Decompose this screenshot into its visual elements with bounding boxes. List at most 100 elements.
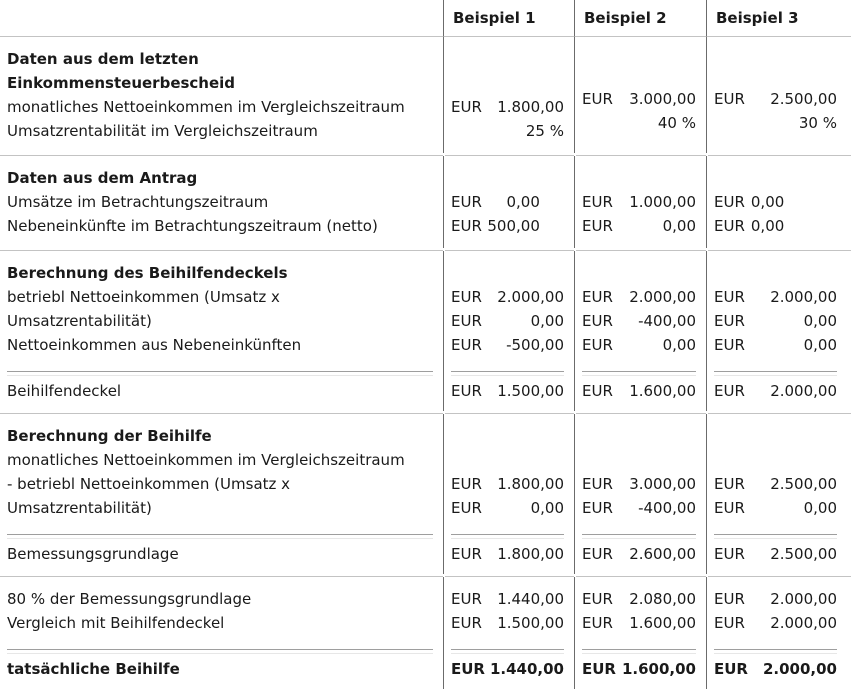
section-separator (576, 411, 706, 414)
amount: -400,00 (638, 312, 696, 330)
sum-line (451, 371, 564, 376)
value-cell-s5-beispiel-3: EUR 2.000,00 EUR 2.000,00 EUR 2.000,00 (706, 577, 851, 689)
row-label: Vergleich mit Beihilfendeckel (7, 614, 225, 632)
value-line: EUR 2.000,00 (582, 285, 696, 309)
amount: 25 % (525, 122, 564, 140)
header-cell-beispiel-3: Beispiel 3 (706, 0, 851, 37)
amount: -500,00 (506, 336, 564, 354)
sum-line (7, 371, 433, 376)
value-line: EUR 1.000,00 (582, 190, 696, 214)
currency-label: EUR (582, 217, 613, 235)
value-line: EUR 0,00 (451, 496, 564, 520)
spacer-line (582, 424, 696, 448)
section-heading: Daten aus dem Antrag (7, 169, 198, 187)
value-line: EUR 1.800,00 (451, 95, 564, 119)
header-cell-empty (0, 0, 443, 37)
row-label: Umsatzrentabilität) (7, 499, 152, 517)
value-line: EUR 2.000,00 (451, 285, 564, 309)
amount: 0,00 (750, 217, 785, 235)
currency-label: EUR (451, 475, 482, 493)
currency-label: EUR (451, 590, 482, 608)
currency-label: EUR (451, 193, 482, 211)
currency-label: EUR (451, 545, 482, 563)
currency-label: EUR (451, 217, 482, 235)
currency-label: EUR (582, 499, 613, 517)
row-label: Nebeneinkünfte im Betrachtungszeitraum (… (7, 217, 378, 235)
currency-label: EUR (714, 288, 745, 306)
spacer-line (714, 166, 837, 190)
value-line: EUR 0,00 (714, 496, 837, 520)
section-heading: Berechnung der Beihilfe (7, 427, 212, 445)
row-label: betriebl Nettoeinkommen (Umsatz x (7, 288, 280, 306)
section-separator (445, 574, 574, 577)
value-line: EUR 1.800,00 (451, 472, 564, 496)
section-separator (576, 574, 706, 577)
value-line: EUR 0,00 (582, 333, 696, 357)
value-line: EUR -400,00 (582, 309, 696, 333)
amount: 2.000,00 (770, 614, 837, 632)
currency-label: EUR (582, 90, 613, 108)
amount: 1.500,00 (497, 382, 564, 400)
spacer-line (451, 424, 564, 448)
currency-label: EUR (582, 312, 613, 330)
value-line: EUR 1.600,00 (582, 657, 696, 681)
row-label: monatliches Nettoeinkommen im Vergleichs… (7, 98, 405, 116)
currency-label: EUR (714, 614, 745, 632)
value-line: EUR -500,00 (451, 333, 564, 357)
amount: 1.600,00 (629, 382, 696, 400)
currency-label: EUR (714, 590, 745, 608)
currency-label: EUR (451, 499, 482, 517)
row-label: Nettoeinkommen aus Nebeneinkünften (7, 336, 302, 354)
amount: 0,00 (803, 336, 837, 354)
currency-label: EUR (451, 98, 482, 116)
value-line: EUR 0,00 (582, 214, 696, 238)
section-separator (708, 248, 851, 251)
value-line: EUR 2.000,00 (714, 657, 837, 681)
currency-label: EUR (582, 336, 613, 354)
currency-label: EUR (451, 288, 482, 306)
row-label: Bemessungsgrundlage (7, 545, 179, 563)
label-cell-beihilfendeckel: Berechnung des Beihilfendeckels betriebl… (0, 251, 443, 411)
label-cell-antrag: Daten aus dem Antrag Umsätze im Betracht… (0, 156, 443, 248)
value-line: EUR 3.000,00 (582, 87, 696, 111)
amount: 2.000,00 (629, 288, 696, 306)
value-cell-s5-beispiel-2: EUR 2.080,00 EUR 1.600,00 EUR 1.600,00 (574, 577, 706, 689)
value-cell-s1-beispiel-3: EUR 2.500,00 30 % (706, 37, 851, 153)
section-heading: Einkommensteuerbescheid (7, 74, 236, 92)
value-line: EUR 2.000,00 (714, 285, 837, 309)
label-cell-steuerbescheid: Daten aus dem letzten Einkommensteuerbes… (0, 37, 443, 153)
section-separator (0, 574, 443, 577)
value-line: EUR 1.600,00 (582, 379, 696, 403)
header-cell-beispiel-2: Beispiel 2 (574, 0, 706, 37)
spacer-line (451, 448, 564, 472)
value-cell-s3-beispiel-3: EUR 2.000,00 EUR 0,00 EUR 0,00 EUR 2.000,00 (706, 251, 851, 411)
spacer-line (451, 261, 564, 285)
amount: 1.800,00 (497, 545, 564, 563)
value-line: EUR 1.800,00 (451, 542, 564, 566)
amount: 2.000,00 (497, 288, 564, 306)
amount: 2.000,00 (770, 288, 837, 306)
row-label: Beihilfendeckel (7, 382, 122, 400)
header-cell-beispiel-1: Beispiel 1 (443, 0, 574, 37)
section-separator (576, 153, 706, 156)
currency-label: EUR (714, 193, 745, 211)
section-separator (445, 411, 574, 414)
value-line: EUR 2.000,00 (714, 587, 837, 611)
amount: 0,00 (530, 312, 564, 330)
amount: 2.500,00 (770, 90, 837, 108)
label-cell-beihilfe: Berechnung der Beihilfe monatliches Nett… (0, 414, 443, 574)
spacer-line (714, 261, 837, 285)
section-heading: Berechnung des Beihilfendeckels (7, 264, 288, 282)
amount: 1.000,00 (629, 193, 696, 211)
value-line: EUR 500,00 (451, 214, 564, 238)
value-cell-s4-beispiel-3: EUR 2.500,00 EUR 0,00 EUR 2.500,00 (706, 414, 851, 574)
section-heading: Daten aus dem letzten (7, 50, 199, 68)
sum-line (714, 371, 837, 376)
value-line: 30 % (714, 111, 837, 135)
value-line: EUR 1.600,00 (582, 611, 696, 635)
currency-label: EUR (582, 288, 613, 306)
currency-label: EUR (451, 382, 482, 400)
sum-line (582, 534, 696, 539)
value-cell-s2-beispiel-2: EUR 1.000,00 EUR 0,00 (574, 156, 706, 248)
